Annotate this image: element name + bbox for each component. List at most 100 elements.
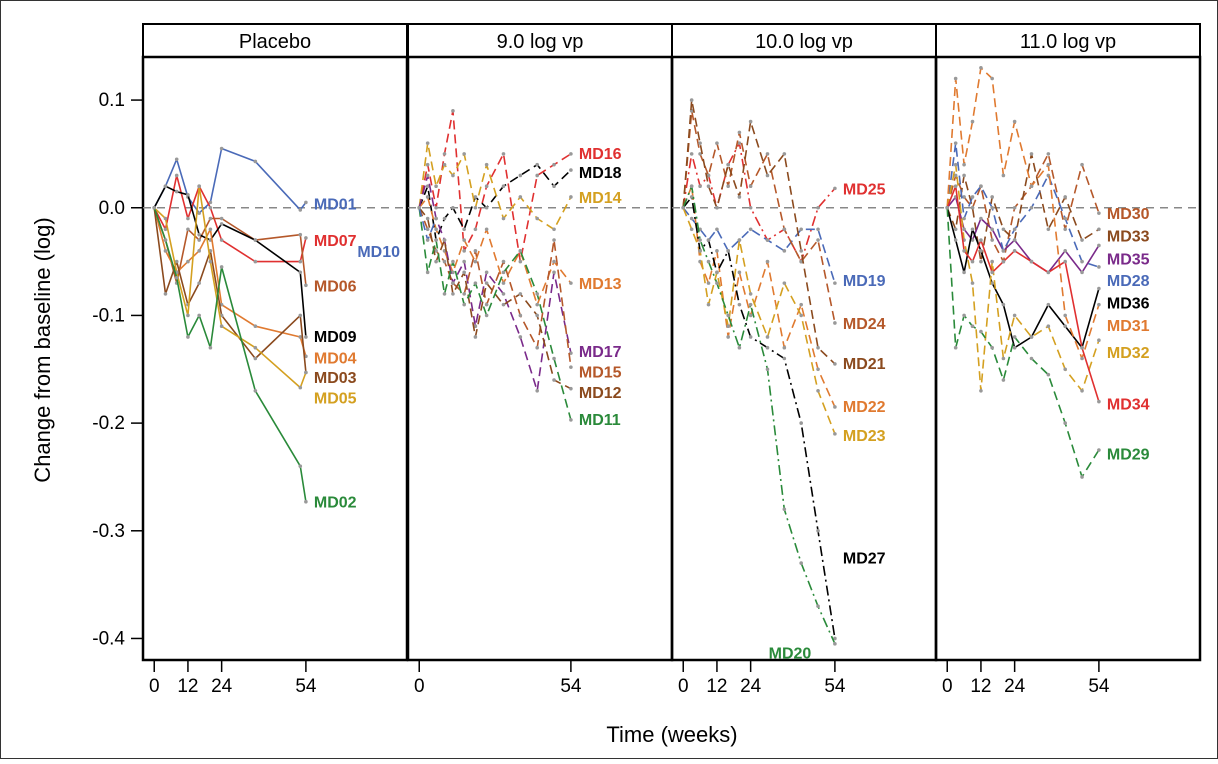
data-point-MD04 [208,227,213,232]
data-point-MD35 [1097,243,1101,248]
data-point-MD13 [425,195,430,199]
data-point-MD23 [726,324,730,328]
data-point-MD07 [208,205,213,210]
data-point-MD19 [816,227,820,232]
data-point-MD14 [518,195,523,199]
panel-title: 9.0 log vp [497,31,584,53]
data-point-MD24 [737,130,742,135]
data-point-MD07 [163,227,168,232]
data-point-MD18 [552,184,556,189]
series-label-MD03: MD03 [314,370,357,387]
data-point-MD05 [298,385,303,390]
data-point-MD20 [726,313,730,318]
data-point-MD35 [1080,270,1084,275]
series-label-MD04: MD04 [314,350,357,367]
data-point-MD33 [1097,227,1101,232]
data-point-MD24 [715,141,719,145]
data-point-MD17 [462,259,466,264]
series-label-MD10: MD10 [357,244,400,261]
data-point-MD02 [208,345,213,350]
data-point-MD36 [1097,286,1101,291]
data-point-MD01 [208,200,213,205]
data-point-MD34 [990,270,994,275]
data-point-MD25 [689,152,694,156]
data-point-MD36 [970,227,975,232]
x-tick-label: 24 [740,676,762,697]
data-point-MD22 [748,313,753,318]
data-point-MD34 [1063,259,1067,264]
series-label-MD22: MD22 [843,399,886,416]
data-point-MD02 [163,238,168,242]
data-point-MD16 [569,152,573,156]
data-point-MD01 [304,200,308,205]
data-point-MD04 [163,249,168,253]
data-point-MD29 [979,329,983,334]
data-point-MD30 [962,195,966,199]
data-point-MD36 [990,281,994,285]
data-point-MD22 [799,302,803,307]
x-tick-label: 54 [560,676,582,697]
data-point-MD20 [706,259,711,264]
data-point-MD22 [706,281,711,285]
data-point-MD27 [706,238,711,242]
y-tick-label: -0.3 [92,521,125,542]
data-point-MD27 [689,195,694,199]
data-point-MD13 [473,259,478,264]
series-label-MD29: MD29 [1107,446,1150,463]
data-point-MD09 [219,222,224,226]
data-point-MD34 [970,259,975,264]
data-point-MD35 [979,216,983,221]
data-point-MD34 [1046,270,1051,275]
data-point-MD34 [1097,399,1101,404]
data-point-MD20 [737,345,742,350]
data-point-MD27 [748,335,753,339]
data-point-MD15 [535,345,539,350]
data-point-MD27 [799,421,803,425]
data-point-MD10 [425,238,430,242]
data-point-MD09 [174,189,179,194]
data-point-MD19 [833,281,837,285]
data-point-MD16 [518,259,523,264]
data-point-MD28 [1012,227,1017,232]
data-point-MD12 [442,238,447,242]
series-label-MD09: MD09 [314,329,357,346]
data-point-MD25 [816,205,820,210]
series-label-MD02: MD02 [314,495,357,512]
y-tick-label: 0.0 [99,198,125,219]
series-label-MD20: MD20 [769,645,812,662]
data-point-MD31 [970,119,975,124]
data-point-MD27 [715,270,719,275]
data-point-MD24 [765,152,770,156]
data-point-MD14 [462,152,466,156]
x-tick-label: 12 [177,676,198,697]
data-point-MD12 [501,302,506,307]
x-tick-label: 54 [1088,676,1110,697]
data-point-MD03 [219,313,224,318]
data-point-MD22 [726,335,730,339]
x-tick-label: 24 [211,676,233,697]
x-tick-label: 12 [706,676,727,697]
data-point-MD01 [197,211,201,215]
data-point-MD31 [953,76,958,81]
x-tick-label: 0 [414,676,425,697]
data-point-MD18 [484,205,489,210]
data-point-MD28 [1080,259,1084,264]
data-point-MD34 [953,184,958,189]
data-point-MD23 [799,313,803,318]
data-point-MD03 [253,356,258,361]
series-label-MD32: MD32 [1107,345,1150,362]
data-point-MD24 [748,184,753,189]
x-tick-label: 0 [149,676,160,697]
data-point-MD36 [1046,302,1051,307]
data-point-MD11 [442,292,447,296]
data-point-MD20 [816,604,820,608]
data-point-MD01 [219,146,224,151]
panels: 0.1 0.0 -0.1 -0.2 -0.3 -0.4 Placebo MD01 MD07 MD0… [92,23,1202,697]
data-point-MD25 [748,205,753,210]
series-label-MD33: MD33 [1107,229,1150,246]
data-point-MD30 [953,173,958,178]
x-tick-label: 24 [1004,676,1026,697]
data-point-MD34 [1001,259,1006,264]
data-point-MD21 [833,362,837,366]
data-point-MD13 [569,281,573,285]
